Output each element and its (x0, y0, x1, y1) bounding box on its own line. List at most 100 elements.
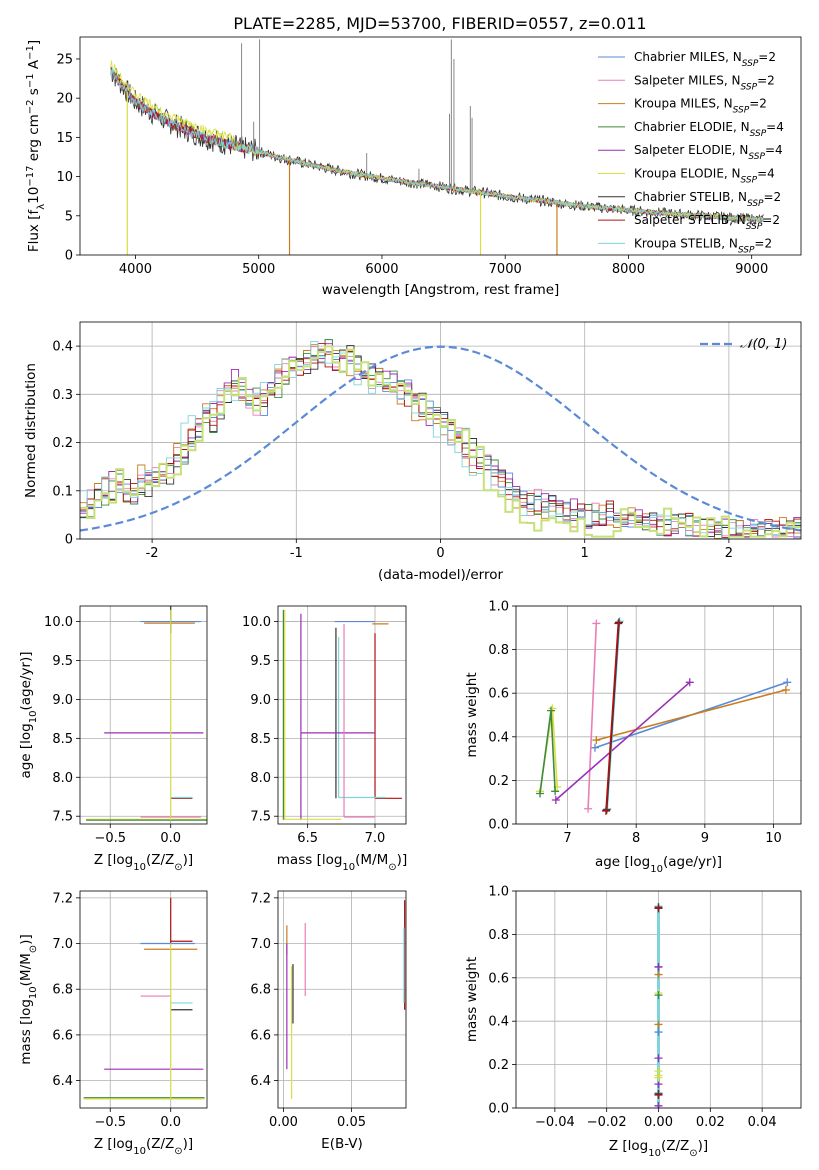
y-axis-label: Normed distribution (23, 363, 39, 498)
y-tick-label: 1.0 (488, 885, 509, 900)
y-axis-label-part: Flux [f (26, 209, 42, 253)
y-tick-label: 1.0 (488, 600, 509, 615)
legend-label-sub: SSP (741, 176, 758, 186)
y-tick-label: 6.6 (250, 1028, 271, 1043)
legend-label-part: =2 (764, 190, 782, 204)
x-tick-label: 8 (632, 831, 640, 846)
x-axis-label-part: Z [log (609, 1138, 648, 1154)
x-axis-label-part: )] (698, 1138, 709, 1154)
x-axis-label-part: )] (397, 852, 408, 868)
x-tick-label: 4000 (119, 262, 152, 277)
x-axis-label-part: 10 (342, 862, 355, 873)
y-tick-label: 9.0 (52, 693, 73, 708)
legend-label-sub: SSP (746, 222, 763, 232)
x-axis-label: wavelength [Angstrom, rest frame] (322, 282, 560, 298)
legend-label: Kroupa ELODIE, NSSP=4 (634, 167, 775, 186)
legend-label-sub: SSP (748, 152, 765, 162)
y-tick-label: 0.4 (488, 1015, 509, 1030)
y-tick-label: 20 (56, 92, 73, 107)
plus-marker (654, 962, 663, 971)
x-axis-label: mass [log10(M/M⊙)] (277, 852, 407, 873)
legend-label-part: =4 (765, 143, 783, 157)
y-tick-label: 6.8 (250, 983, 271, 998)
y-axis-label-part: mass weight (464, 672, 480, 757)
axes-frame (515, 605, 802, 825)
x-tick-label: -2 (146, 546, 159, 561)
plus-marker (615, 618, 624, 627)
y-axis-label-part: (age/yr)] (18, 651, 34, 710)
x-axis-label-part: 10 (133, 1146, 146, 1157)
legend-label-part: =2 (758, 50, 776, 64)
axes-frame (79, 321, 802, 540)
x-tick-label: 9 (701, 831, 709, 846)
y-axis-label-part: age [log (18, 723, 34, 778)
age-vs-mass-panel: 6.5 7.0 7.5 8.0 8.5 9.0 9.5 10.0 mass [log10(M/M… (242, 605, 407, 873)
legend-label-sub: SSP (742, 59, 759, 69)
x-tick-label: 5000 (242, 262, 275, 277)
y-tick-label: 0.0 (488, 818, 509, 833)
y-tick-label: 7.5 (250, 810, 271, 825)
x-axis-label: E(B-V) (321, 1136, 363, 1152)
spectrum-line (110, 67, 765, 223)
x-tick-label: −0.5 (94, 831, 126, 846)
x-axis-label-part: ⊙ (689, 1148, 697, 1159)
legend-label-part: =2 (754, 236, 772, 250)
x-tick-label: 7.0 (365, 831, 386, 846)
axes-frame (277, 890, 407, 1109)
y-tick-label: 0 (65, 533, 73, 548)
plus-marker (685, 678, 694, 687)
histogram-step (80, 345, 801, 538)
x-axis-label-part: wavelength [Angstrom, rest frame] (322, 282, 560, 298)
plus-marker (654, 1090, 663, 1099)
x-axis-label-part: age [log (595, 854, 650, 870)
x-axis-label-part: (age/yr)] (663, 854, 722, 870)
legend-label-part: Kroupa ELODIE, N (634, 167, 741, 181)
y-tick-label: 0.0 (488, 1102, 509, 1117)
plus-marker (551, 787, 560, 796)
x-tick-label: 2 (725, 546, 733, 561)
y-tick-label: 0 (65, 249, 73, 264)
y-tick-label: 0.2 (488, 1058, 509, 1073)
y-tick-label: 0.2 (52, 436, 73, 451)
y-tick-label: 9.5 (52, 654, 73, 669)
x-axis-label-part: (data-model)/error (378, 567, 504, 583)
x-tick-label: -1 (290, 546, 303, 561)
y-tick-label: 10.0 (44, 615, 73, 630)
plus-marker (654, 1101, 663, 1110)
y-tick-label: 10.0 (242, 615, 271, 630)
y-tick-label: 0.1 (52, 484, 73, 499)
axes-frame (79, 605, 208, 825)
residual-histogram-panel: -2 -1 0 1 2 0 0.1 0.2 0.3 0.4 (data-model)/error No… (23, 321, 802, 583)
x-tick-label: 0 (436, 546, 444, 561)
x-tick-label: 7000 (489, 262, 522, 277)
y-axis-label-part: 10 (28, 986, 39, 999)
legend-label-part: =4 (757, 167, 775, 181)
x-axis-label-part: Z [log (94, 852, 133, 868)
y-axis-label-part: Normed distribution (23, 363, 39, 498)
legend-label-part: =4 (766, 120, 784, 134)
legend-label-sub: SSP (747, 199, 764, 209)
y-axis-label-part: (M/M (18, 953, 34, 986)
plus-marker (592, 619, 601, 628)
legend-label-part: Chabrier STELIB, N (634, 190, 747, 204)
x-axis-label-part: 10 (648, 1148, 661, 1159)
x-tick-label: 0.05 (337, 1115, 366, 1130)
plus-marker (654, 991, 663, 1000)
y-tick-label: 6.8 (52, 983, 73, 998)
axes-frame (79, 36, 802, 256)
legend-label-sub: SSP (733, 106, 750, 116)
x-tick-label: 9000 (735, 262, 768, 277)
legend-label-part: Salpeter MILES, N (634, 73, 741, 87)
spectrum-panel: 4000 5000 6000 7000 8000 9000 0 5 10 15 20 25 wavele… (25, 36, 802, 298)
plus-marker (654, 970, 663, 979)
x-tick-label: 7 (563, 831, 571, 846)
y-tick-label: 0.3 (52, 388, 73, 403)
y-tick-label: 8.0 (52, 771, 73, 786)
y-axis-label-part: mass [log (18, 999, 34, 1065)
x-tick-label: −0.02 (587, 1115, 627, 1130)
y-tick-label: 10 (56, 170, 73, 185)
plus-marker (781, 685, 790, 694)
axes-frame (277, 605, 407, 825)
x-axis-label-part: (Z/Z (661, 1138, 689, 1154)
plus-marker (654, 1028, 663, 1037)
